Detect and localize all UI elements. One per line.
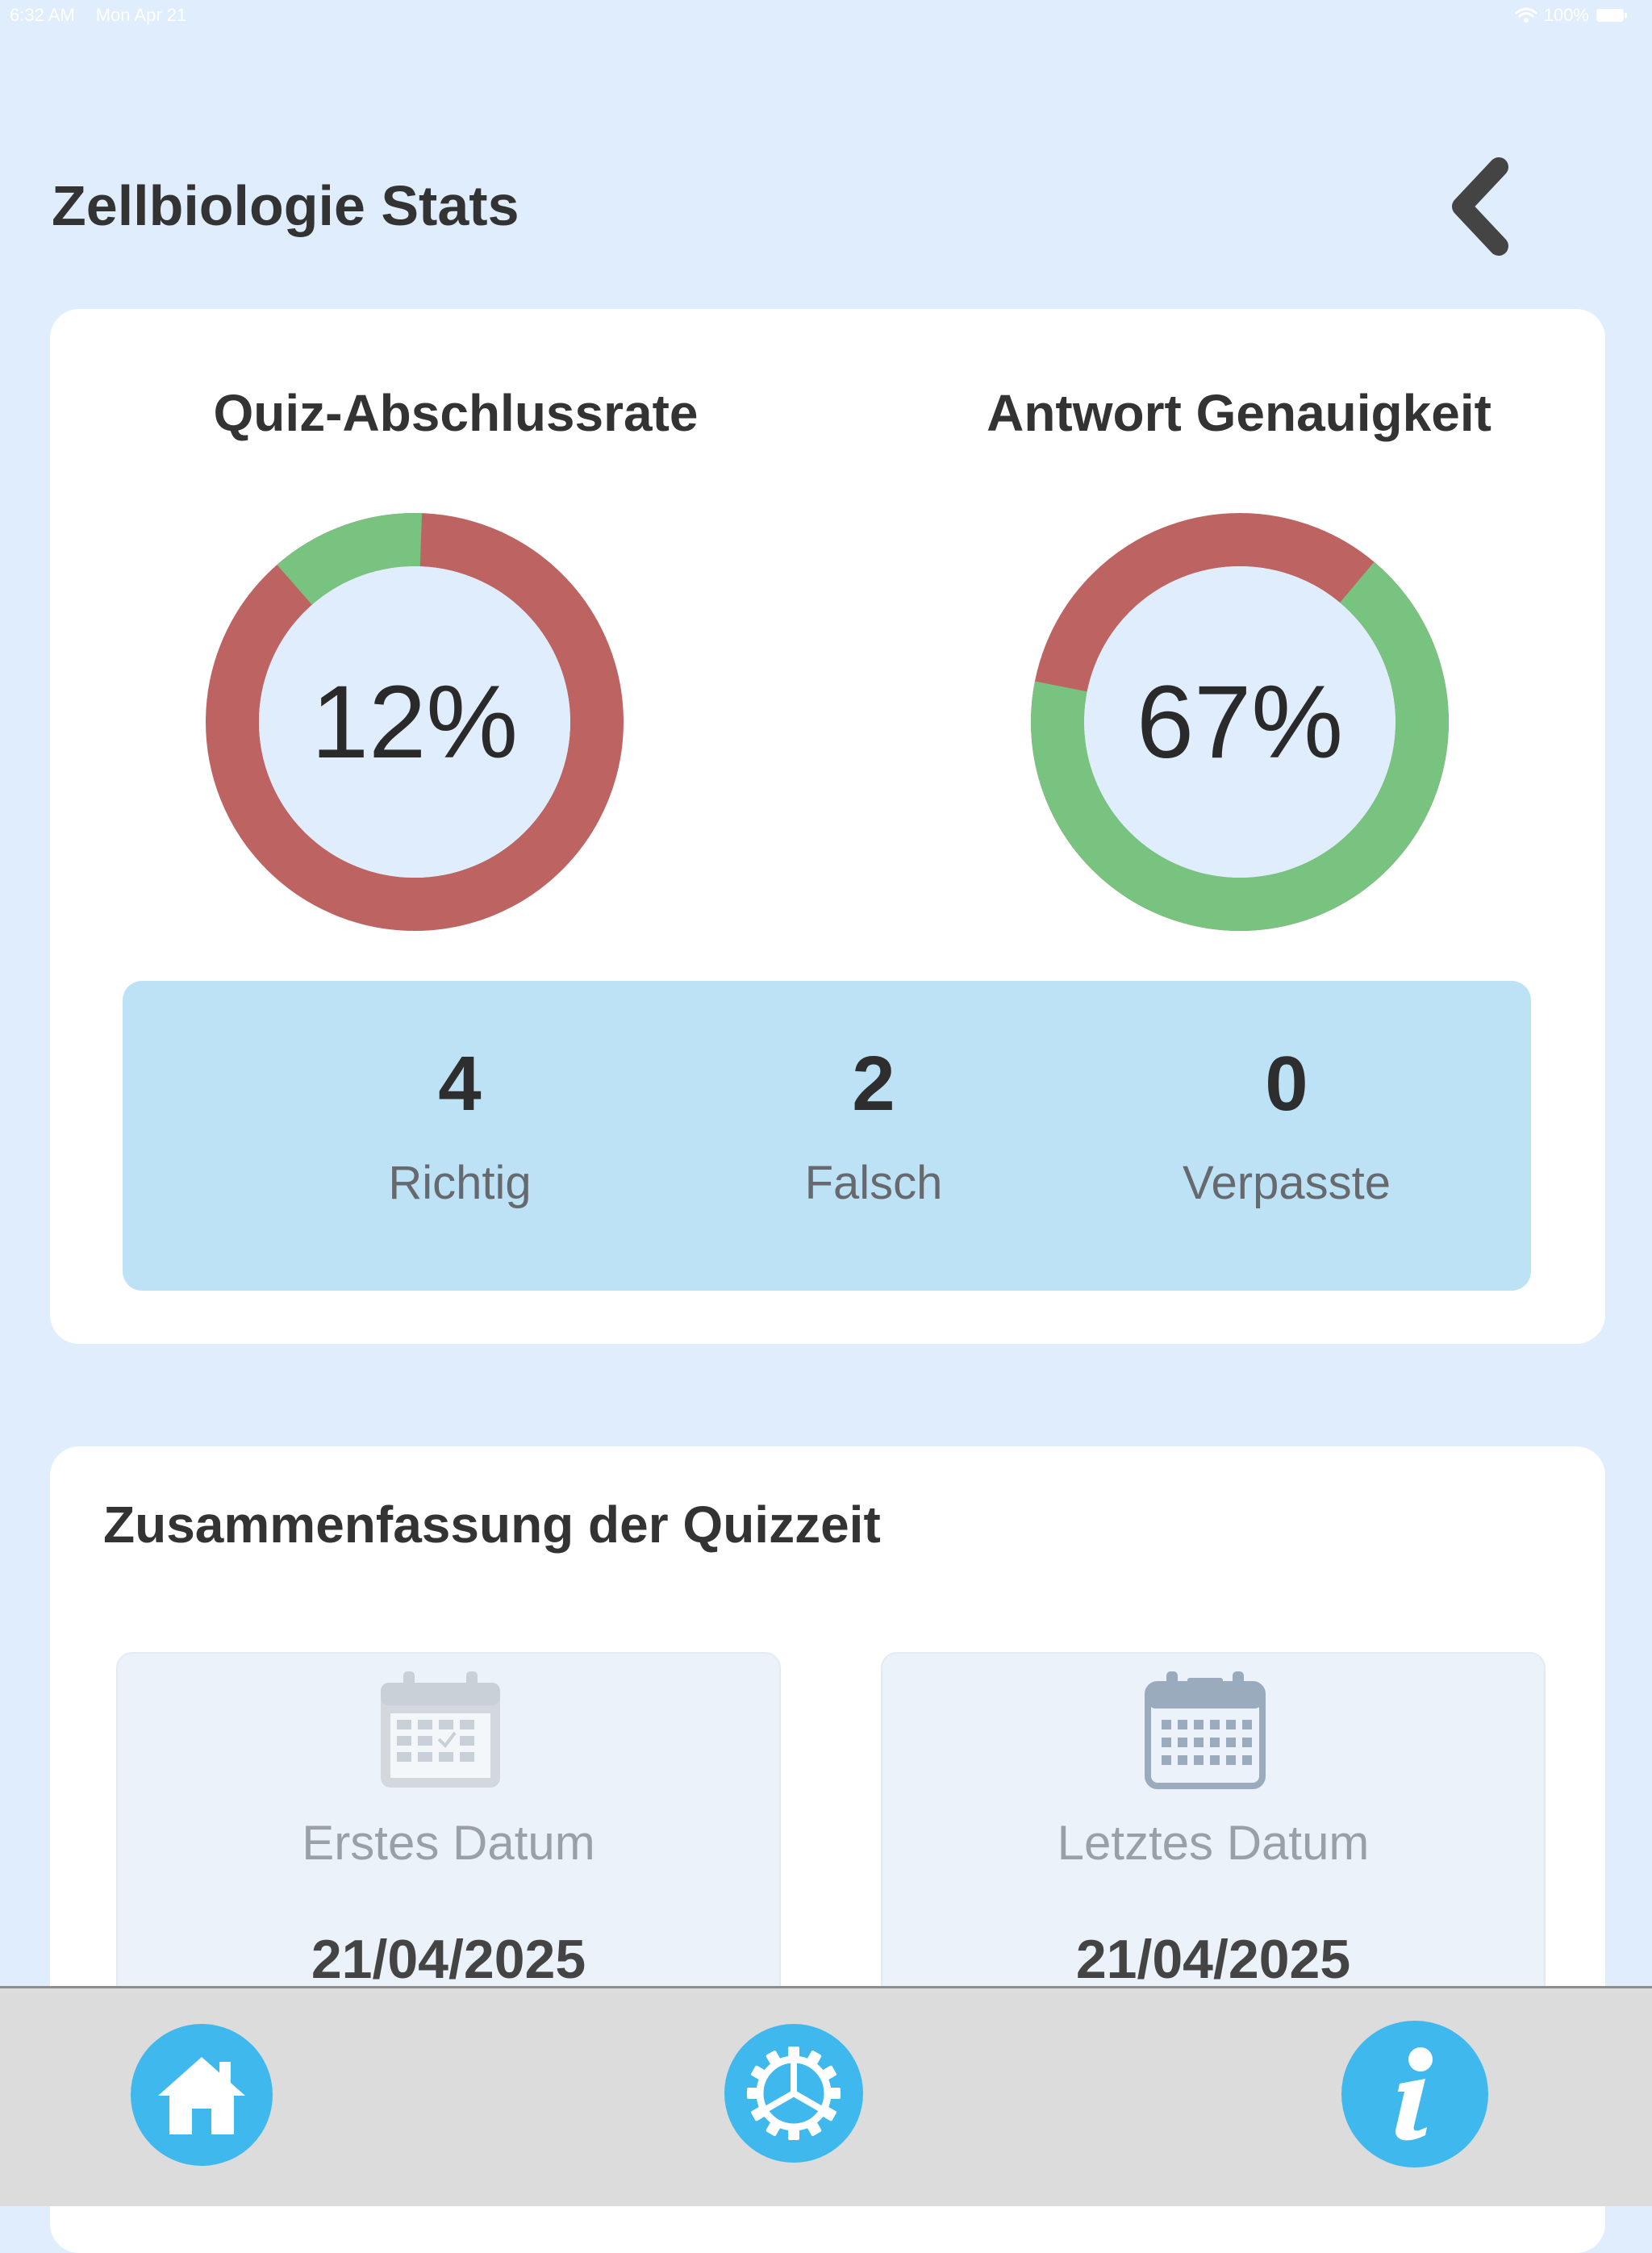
home-icon — [158, 2057, 245, 2134]
completion-rate-donut: 12% — [205, 512, 624, 932]
bottom-tab-bar — [0, 1986, 1652, 2206]
wrong-count-value: 2 — [852, 1041, 895, 1127]
completion-rate-title: Quiz-Abschlussrate — [213, 384, 699, 442]
missed-count-label: Verpasste — [1183, 1157, 1391, 1209]
accuracy-donut-hole — [1084, 566, 1395, 878]
answer-counts-panel: 4 Richtig 2 Falsch 0 Verpasste — [123, 981, 1531, 1291]
battery-percent: 100% — [1543, 5, 1589, 25]
settings-icon — [747, 2046, 841, 2140]
wifi-icon — [1515, 6, 1537, 24]
page-title: Zellbiologie Stats — [52, 174, 519, 237]
settings-button[interactable] — [724, 2024, 863, 2163]
accuracy-title: Antwort Genauigkeit — [987, 384, 1491, 442]
calendar-icon — [1141, 1670, 1270, 1791]
info-button[interactable] — [1341, 2021, 1488, 2167]
status-date: Mon Apr 21 — [95, 5, 187, 25]
calendar-check-icon — [376, 1670, 505, 1791]
missed-count-value: 0 — [1265, 1041, 1308, 1127]
chevron-left-icon — [1452, 157, 1508, 256]
battery-icon — [1596, 7, 1628, 23]
accuracy-donut: 67% — [1030, 512, 1450, 932]
last-date-label: Letztes Datum — [1057, 1816, 1370, 1870]
wrong-count-label: Falsch — [804, 1157, 943, 1209]
correct-count-label: Richtig — [388, 1157, 532, 1209]
last-date-value: 21/04/2025 — [1075, 1929, 1351, 1990]
status-right: 100% — [1515, 5, 1628, 26]
accuracy-value: 67% — [1136, 664, 1344, 780]
time-summary-title: Zusammenfassung der Quizzeit — [103, 1496, 881, 1554]
stats-card: Quiz-Abschlussrate Antwort Genauigkeit 1… — [50, 309, 1605, 1344]
status-bar: 6:32 AM Mon Apr 21 100% — [0, 0, 1652, 32]
first-date-label: Erstes Datum — [302, 1816, 595, 1870]
home-button[interactable] — [131, 2024, 273, 2166]
correct-count-value: 4 — [438, 1041, 482, 1127]
accuracy-filled-arc — [1031, 513, 1449, 931]
status-left: 6:32 AM Mon Apr 21 — [10, 5, 186, 26]
back-button[interactable] — [1436, 150, 1525, 263]
status-time: 6:32 AM — [10, 5, 75, 25]
completion-donut-hole — [259, 566, 570, 878]
first-date-value: 21/04/2025 — [311, 1929, 586, 1990]
info-icon — [1395, 2047, 1433, 2141]
completion-filled-arc — [206, 512, 624, 931]
completion-rate-value: 12% — [311, 664, 519, 780]
